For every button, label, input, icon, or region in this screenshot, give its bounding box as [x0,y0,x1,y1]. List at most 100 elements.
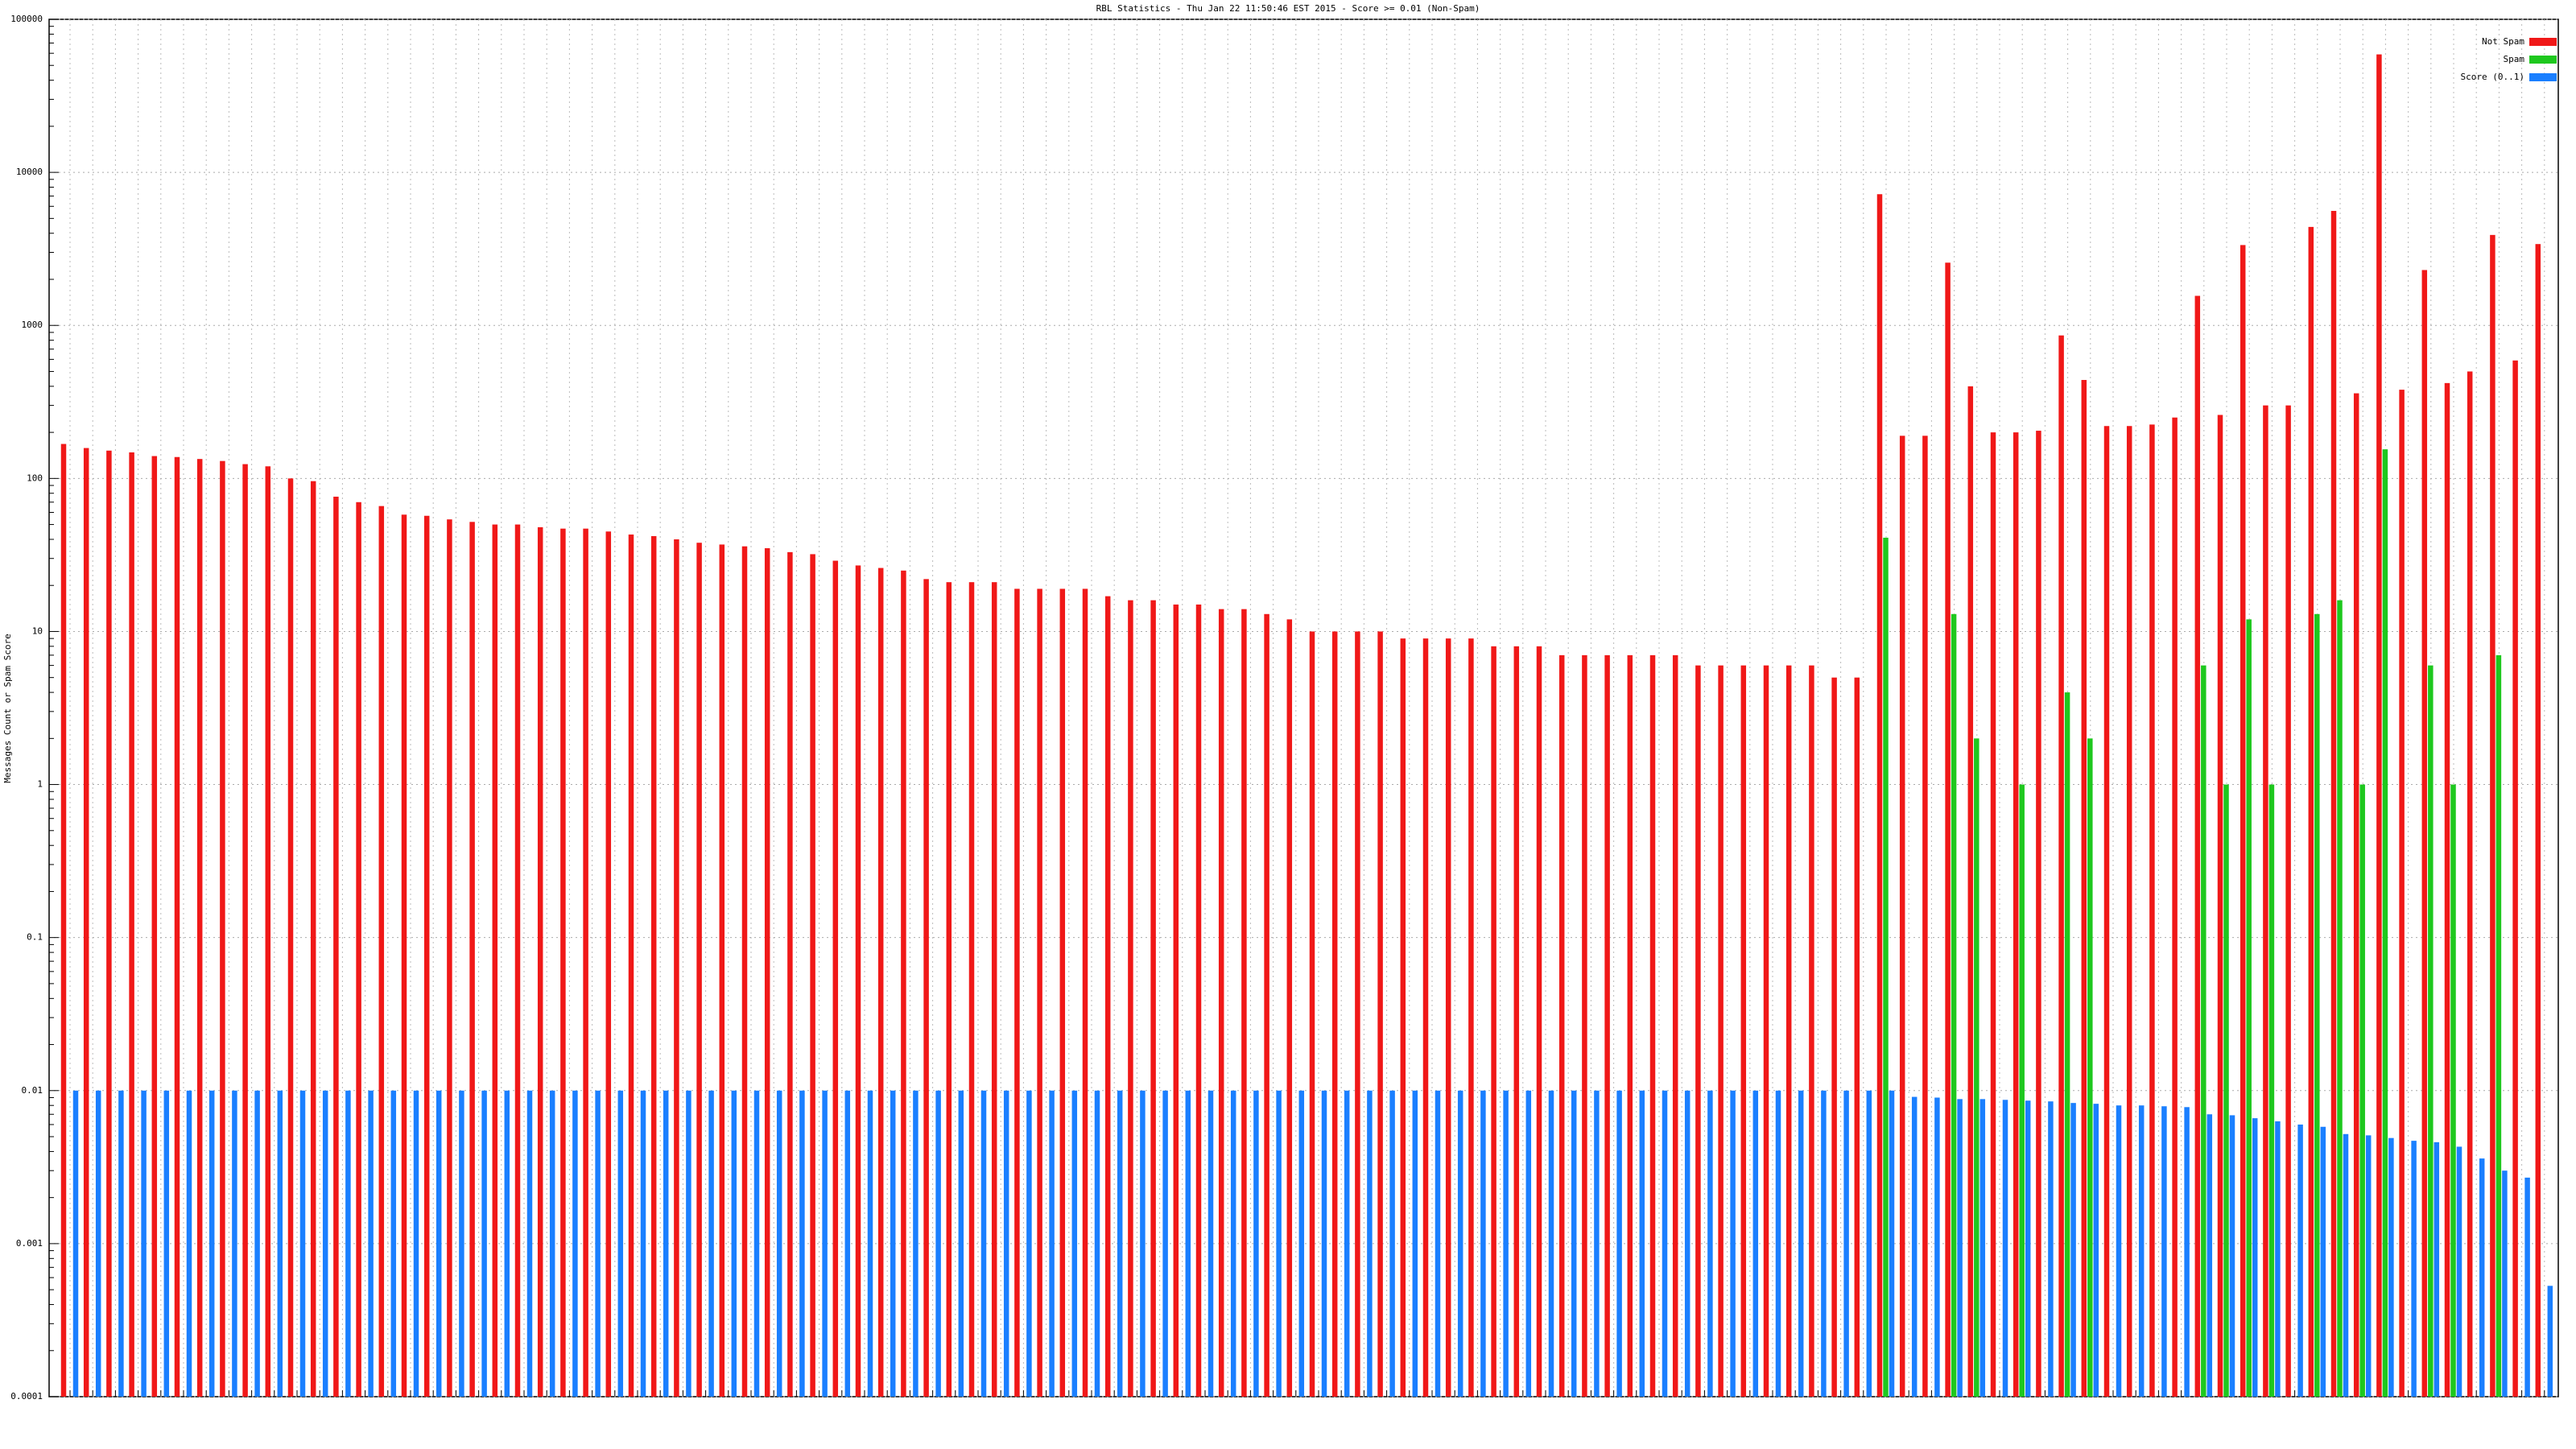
bar [1208,1090,1214,1397]
bar [1558,654,1565,1397]
bar [459,1090,464,1397]
bar [731,1090,737,1397]
bar [2428,665,2434,1397]
bar [2201,665,2207,1397]
bar [1331,631,1338,1397]
bar [1195,604,1202,1397]
bar [310,481,316,1397]
bar [1752,1090,1759,1397]
bar [1162,1090,1168,1397]
bar [186,1090,192,1397]
bar [2223,784,2229,1397]
bar [2070,1103,2076,1397]
legend-label: Score (0..1) [2461,72,2524,82]
y-tick-label: 100 [27,473,43,483]
y-tick-label: 10000 [16,167,43,177]
bar [2126,426,2132,1397]
legend-label: Spam [2504,54,2525,64]
bar [1071,1090,1078,1397]
bar [2252,1118,2258,1397]
bar [1740,665,1747,1397]
bar [1639,1090,1645,1397]
bar [1536,646,1542,1397]
y-tick-label: 1 [37,779,43,790]
bar [242,464,248,1397]
bar [1922,436,1928,1397]
bar [2353,393,2359,1397]
bar [1309,631,1315,1397]
bar [60,444,67,1397]
bar [83,448,89,1397]
bar [595,1090,601,1397]
bar [1457,1090,1463,1397]
bar [1854,677,1860,1397]
bar [1412,1090,1418,1397]
bar [640,1090,646,1397]
bar [799,1090,805,1397]
bar [583,528,588,1397]
y-tick-label: 10 [32,625,43,636]
bar [2246,619,2252,1397]
bar [2421,270,2428,1397]
bar [2275,1121,2281,1397]
bar [208,1090,215,1397]
bar [572,1090,578,1397]
bar [2149,424,2155,1397]
bar [822,1090,828,1397]
bar [2388,1137,2394,1397]
bar [1491,646,1496,1397]
bar [196,459,203,1397]
bar [832,560,839,1397]
bar [1763,665,1769,1397]
bar [1049,1090,1055,1397]
bar [504,1090,510,1397]
bar [2240,245,2246,1397]
bar [526,1090,533,1397]
bar [1730,1090,1736,1397]
bar [401,514,407,1397]
bar [1218,609,1224,1397]
bar [1866,1090,1872,1397]
bar [1503,1090,1509,1397]
bar [2081,380,2087,1397]
bar [686,1090,691,1397]
bar [549,1090,555,1397]
y-tick-label: 100000 [10,14,43,24]
bar [844,1090,851,1397]
bar [1911,1096,1918,1397]
bar [368,1090,374,1397]
y-tick-label: 0.01 [22,1085,43,1096]
bar [2456,1146,2462,1397]
bar [1809,665,1814,1397]
bar [2444,382,2450,1397]
bar [2376,54,2382,1397]
bar [2547,1286,2553,1397]
bar [1128,600,1133,1397]
bar [1094,1090,1100,1397]
bar [1695,665,1701,1397]
bar [855,565,861,1397]
bar [1082,588,1088,1397]
bar [2064,692,2070,1397]
bar [1684,1090,1690,1397]
bar [1945,262,1951,1397]
bar [390,1090,397,1397]
bar [719,544,725,1397]
bar [1594,1090,1600,1397]
bar [2207,1114,2213,1397]
y-tick-label: 0.0001 [10,1391,43,1402]
bar [2048,1101,2054,1397]
bar [958,1090,964,1397]
bar [2535,244,2541,1397]
bar [447,519,452,1397]
bar [2411,1141,2417,1397]
bar [1344,1090,1350,1397]
bar [1117,1090,1123,1397]
bar [2172,417,2178,1397]
bar [1173,604,1179,1397]
bar [299,1090,306,1397]
bar [2524,1177,2530,1397]
bar [1627,654,1633,1397]
bar [1014,588,1020,1397]
